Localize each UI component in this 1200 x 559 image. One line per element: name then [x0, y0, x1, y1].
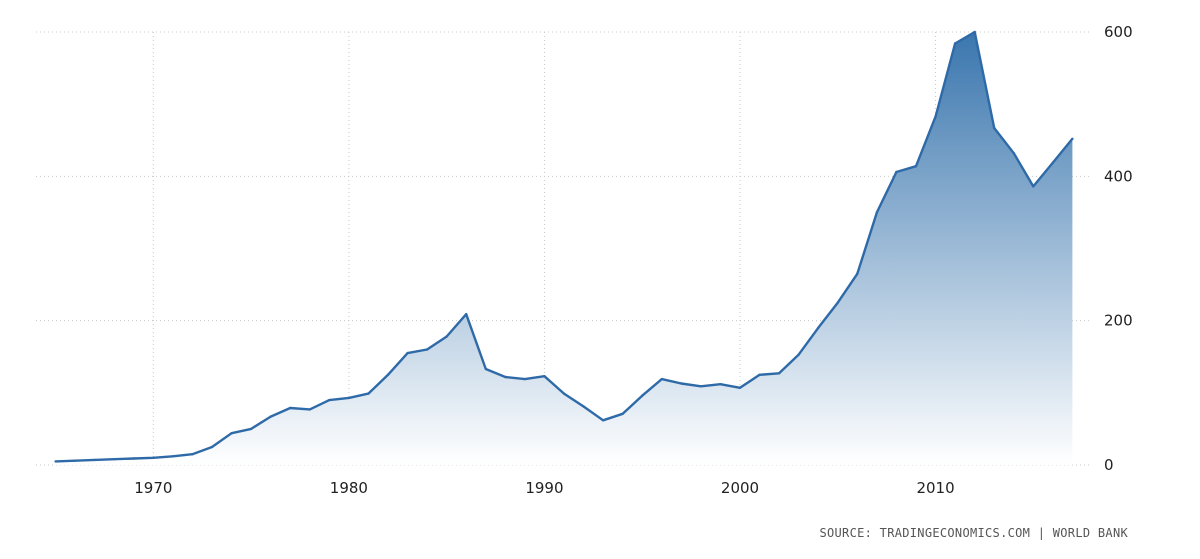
data-point-2005	[836, 301, 839, 304]
data-point-1970	[152, 456, 155, 459]
y-tick-label: 0	[1104, 456, 1114, 474]
data-point-1966	[73, 459, 77, 462]
x-tick-label: 1970	[134, 479, 172, 497]
data-point-2010	[934, 115, 937, 118]
data-point-2006	[856, 272, 859, 275]
data-point-1975	[249, 427, 253, 431]
data-point-1973	[210, 445, 214, 449]
x-axis-tick-labels: 1970 1980 1990 2000 2010	[134, 479, 954, 497]
x-tick-label: 2000	[721, 479, 759, 497]
data-point-2004	[817, 326, 820, 330]
data-point-2002	[777, 372, 781, 375]
data-point-1989	[523, 377, 527, 381]
data-point-1969	[132, 457, 135, 460]
y-axis-tick-labels: 0 200 400 600	[1104, 23, 1133, 474]
data-point-1985	[445, 335, 448, 338]
data-point-2012	[973, 30, 976, 34]
data-point-2014	[1012, 152, 1015, 155]
data-point-1978	[308, 408, 311, 411]
data-point-1976	[269, 415, 272, 418]
data-point-1977	[289, 406, 292, 410]
data-point-2007	[875, 211, 879, 214]
data-point-2016	[1051, 161, 1055, 164]
data-point-2008	[895, 170, 898, 174]
data-point-1988	[504, 375, 507, 379]
data-point-2013	[993, 126, 996, 130]
source-label: SOURCE: TRADINGECONOMICS.COM | WORLD BAN…	[819, 526, 1128, 540]
data-point-1994	[621, 412, 624, 415]
y-tick-label: 400	[1104, 167, 1133, 185]
data-point-1992	[582, 405, 585, 408]
data-point-2001	[758, 373, 761, 376]
data-point-1980	[347, 396, 351, 400]
data-point-1990	[543, 375, 546, 378]
data-point-2017	[1071, 137, 1074, 140]
data-point-1971	[171, 455, 175, 458]
data-point-1995	[641, 394, 644, 397]
data-point-1981	[367, 392, 370, 395]
data-point-1986	[465, 313, 468, 316]
data-point-1965	[54, 460, 57, 463]
series-area-fill	[55, 32, 1073, 465]
data-point-1979	[328, 398, 331, 402]
y-tick-label: 600	[1104, 23, 1133, 41]
data-point-1974	[230, 432, 233, 435]
x-tick-label: 1980	[330, 479, 368, 497]
data-point-2000	[738, 386, 742, 389]
data-point-1996	[660, 377, 663, 381]
data-point-1987	[484, 367, 487, 371]
data-point-2015	[1032, 185, 1035, 188]
series-points	[54, 30, 1074, 463]
data-point-2003	[797, 353, 800, 356]
data-point-1993	[601, 419, 605, 422]
data-point-1984	[425, 348, 429, 351]
data-point-1967	[93, 458, 96, 462]
x-tick-label: 1990	[525, 479, 563, 497]
data-point-1991	[562, 392, 566, 395]
data-point-2011	[953, 42, 957, 45]
data-point-1972	[191, 453, 194, 456]
data-point-1998	[699, 385, 703, 388]
data-point-1997	[680, 382, 683, 385]
x-tick-label: 2010	[916, 479, 954, 497]
data-point-1999	[719, 383, 722, 386]
data-point-1982	[386, 373, 390, 376]
y-tick-label: 200	[1104, 312, 1133, 330]
data-point-2009	[914, 165, 918, 168]
data-point-1968	[113, 458, 116, 461]
data-point-1983	[406, 351, 409, 355]
